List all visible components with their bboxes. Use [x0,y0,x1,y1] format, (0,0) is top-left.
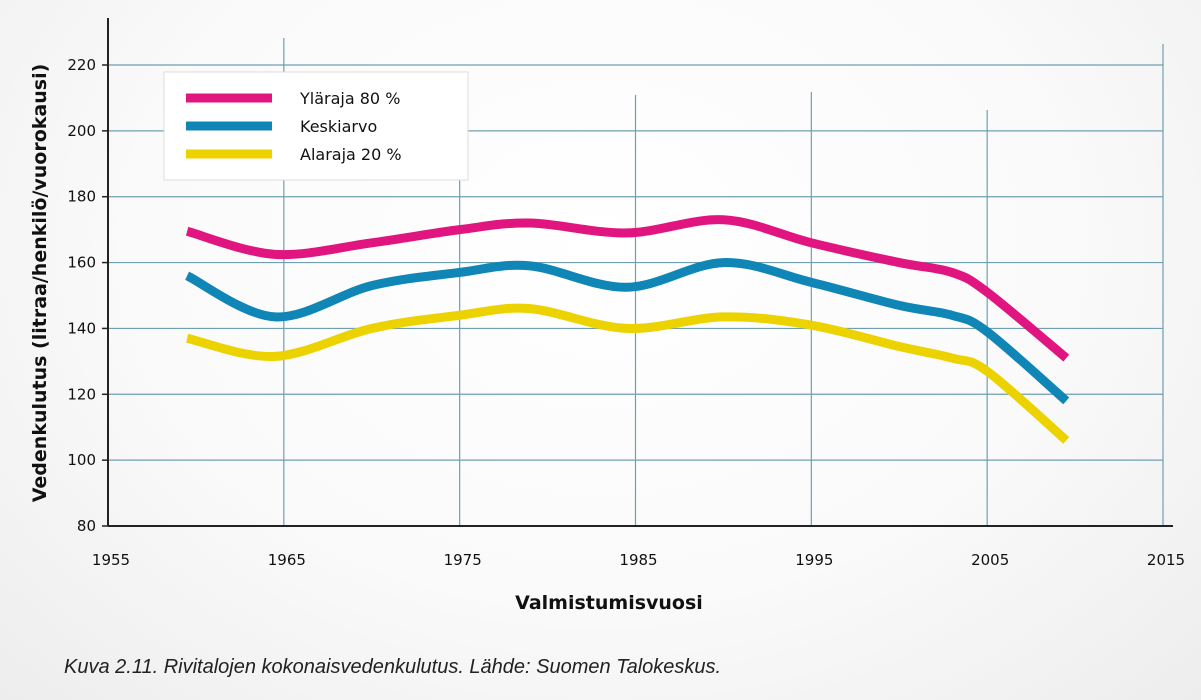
figure-caption: Kuva 2.11. Rivitalojen kokonaisvedenkulu… [64,656,722,678]
legend-label-0: Yläraja 80 % [299,89,400,108]
x-tick-label: 2005 [971,551,1009,569]
series-line-0 [185,215,1070,362]
y-tick-label: 180 [67,188,96,206]
x-tick-label: 2015 [1147,551,1185,569]
legend-label-2: Alaraja 20 % [300,145,402,164]
line-chart: 80 100 120 140 160 180 200 220 1955 1965 1975 1985 1… [29,18,1185,614]
y-tick-label: 120 [67,385,96,403]
x-tick-label: 1985 [619,551,657,569]
legend-label-1: Keskiarvo [300,117,377,136]
axes [102,18,1173,527]
series-line-1 [185,258,1070,405]
y-axis-title: Vedenkulutus (litraa/henkilö/vuorokausi) [29,64,51,503]
y-tick-label: 160 [67,254,96,272]
series-line-2 [186,303,1070,444]
x-tick-label: 1975 [444,551,482,569]
legend: Yläraja 80 % Keskiarvo Alaraja 20 % [163,71,469,181]
tick-labels: 80 100 120 140 160 180 200 220 1955 1965 1975 1985 1… [67,56,1185,569]
x-tick-label: 1965 [268,551,306,569]
y-tick-label: 80 [77,517,96,535]
x-axis-title: Valmistumisvuosi [515,592,703,614]
y-tick-label: 200 [67,122,96,140]
y-tick-label: 220 [67,56,96,74]
x-tick-label: 1955 [92,551,130,569]
x-tick-label: 1995 [795,551,833,569]
y-tick-label: 140 [67,319,96,337]
y-tick-label: 100 [67,451,96,469]
series-layer [185,215,1070,444]
